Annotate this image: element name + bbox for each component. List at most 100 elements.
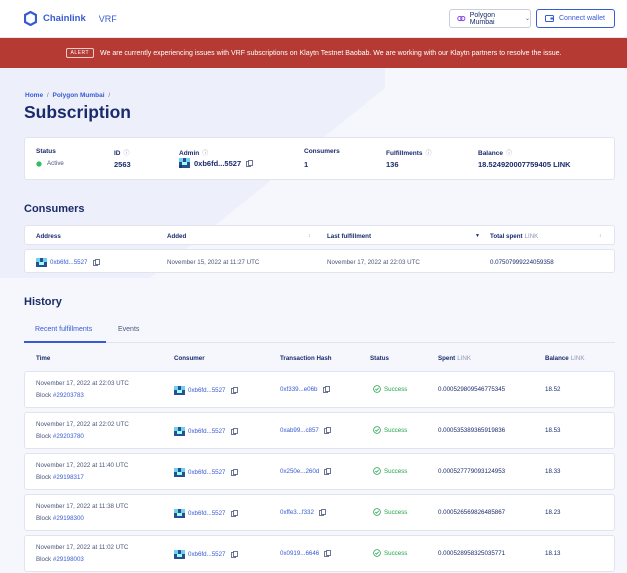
block-link[interactable]: #29198003	[52, 556, 84, 563]
status-badge: Success	[373, 508, 407, 516]
history-row: November 17, 2022 at 11:38 UTC Block #291…	[24, 494, 615, 531]
info-icon[interactable]: ⓘ	[202, 151, 209, 157]
sort-icon[interactable]: ↕	[308, 233, 311, 239]
connect-wallet-button[interactable]: Connect wallet	[536, 9, 615, 28]
fulfillment-block: Block #29198317	[36, 474, 84, 481]
copy-icon[interactable]	[246, 159, 254, 167]
fulfillment-block: Block #29203783	[36, 392, 84, 399]
admin-address-text: 0xb6fd...5527	[194, 158, 242, 168]
tab-events[interactable]: Events	[118, 326, 140, 333]
transaction-hash-text: 0xab99...c857	[280, 427, 319, 434]
chainlink-hex-icon	[24, 11, 37, 26]
info-icon[interactable]: ⓘ	[505, 151, 512, 157]
consumer-added: November 15, 2022 at 11:27 UTC	[167, 259, 260, 266]
alert-banner: ALERT We are currently experiencing issu…	[0, 38, 627, 68]
balance-value: 18.524920007759405 LINK	[478, 160, 571, 169]
address-avatar-icon	[174, 468, 185, 477]
consumer-address[interactable]: 0xb6fd...5527	[174, 550, 241, 559]
consumer-address[interactable]: 0xb6fd...5527	[174, 427, 241, 436]
fulfillment-spent: 0.000529809546775345	[438, 386, 506, 393]
fulfillment-balance: 18.53	[545, 427, 561, 434]
fulfillments-label: Fulfillments ⓘ	[386, 150, 432, 157]
transaction-hash-text: 0xf339...e06b	[280, 386, 318, 393]
history-row: November 17, 2022 at 11:02 UTC Block #291…	[24, 535, 615, 572]
active-dot-icon	[36, 160, 42, 167]
address-avatar-icon	[174, 427, 185, 436]
status-text: Success	[384, 549, 408, 557]
transaction-hash[interactable]: 0xab99...c857	[280, 427, 331, 434]
address-avatar-icon	[174, 550, 185, 559]
chainlink-logo[interactable]: Chainlink VRF	[24, 11, 117, 26]
transaction-hash-text: 0x0919...6646	[280, 550, 320, 557]
breadcrumb-home[interactable]: Home	[25, 92, 44, 99]
copy-icon[interactable]	[319, 509, 326, 516]
top-header: Chainlink VRF Polygon Mumbai ⌄ Connect w…	[0, 0, 627, 38]
breadcrumb-network[interactable]: Polygon Mumbai	[52, 92, 105, 99]
network-selector[interactable]: Polygon Mumbai ⌄	[449, 9, 531, 28]
consumer-address-text: 0xb6fd...5527	[188, 551, 226, 558]
consumer-row: 0xb6fd...5527 November 15, 2022 at 11:27…	[24, 249, 615, 273]
transaction-hash-text: 0xffe3...f332	[280, 509, 314, 516]
info-icon[interactable]: ⓘ	[425, 151, 432, 157]
fulfillment-block: Block #29203780	[36, 433, 84, 440]
consumer-address[interactable]: 0xb6fd...5527	[174, 468, 241, 477]
history-section-title: History	[24, 296, 62, 308]
transaction-hash-text: 0x250e...260d	[280, 468, 320, 475]
copy-icon[interactable]	[324, 468, 332, 475]
block-link[interactable]: #29198300	[52, 515, 84, 522]
chain-icon	[457, 15, 466, 22]
status-badge: Success	[373, 426, 407, 434]
copy-icon[interactable]	[323, 427, 331, 434]
col-spent: Spent LINK	[438, 355, 471, 362]
transaction-hash[interactable]: 0x0919...6646	[280, 550, 332, 557]
tab-recent-fulfillments[interactable]: Recent fulfillments	[35, 326, 93, 333]
copy-icon[interactable]	[230, 387, 238, 394]
consumer-address[interactable]: 0xb6fd...5527	[36, 258, 103, 267]
fulfillment-balance: 18.13	[545, 550, 561, 557]
brand-name: Chainlink	[43, 13, 86, 24]
copy-icon[interactable]	[230, 469, 238, 476]
col-time: Time	[36, 355, 51, 362]
col-status: Status	[370, 355, 389, 362]
fulfillment-balance: 18.52	[545, 386, 561, 393]
copy-icon[interactable]	[230, 428, 238, 435]
col-total-spent[interactable]: Total spent LINK	[490, 233, 539, 240]
block-link[interactable]: #29203780	[52, 433, 84, 440]
fulfillment-spent: 0.000528958325035771	[438, 550, 506, 557]
copy-icon[interactable]	[324, 550, 332, 557]
block-label: Block	[36, 392, 52, 399]
transaction-hash[interactable]: 0xf339...e06b	[280, 386, 330, 393]
history-row: November 17, 2022 at 22:03 UTC Block #292…	[24, 371, 615, 408]
transaction-hash[interactable]: 0xffe3...f332	[280, 509, 326, 516]
fulfillment-time: November 17, 2022 at 11:02 UTC	[36, 544, 129, 551]
breadcrumb-separator: /	[108, 92, 111, 99]
status-badge: Success	[373, 385, 407, 393]
copy-icon[interactable]	[230, 510, 238, 517]
admin-address[interactable]: 0xb6fd...5527	[179, 158, 254, 168]
consumer-address[interactable]: 0xb6fd...5527	[174, 509, 241, 518]
address-avatar-icon	[36, 258, 47, 267]
sort-desc-icon[interactable]: ▼	[475, 233, 480, 239]
fulfillment-time: November 17, 2022 at 11:40 UTC	[36, 462, 129, 469]
status-badge: Success	[373, 467, 407, 475]
fulfillments-value: 136	[386, 160, 399, 169]
col-last-fulfillment[interactable]: Last fulfillment	[327, 233, 372, 240]
status-label: Status	[36, 148, 56, 155]
id-label: ID ⓘ	[114, 150, 130, 157]
sort-icon[interactable]: ↕	[599, 233, 602, 239]
success-check-icon	[373, 549, 381, 557]
copy-icon[interactable]	[230, 551, 238, 558]
success-check-icon	[373, 385, 381, 393]
history-tabs: Recent fulfillments Events	[24, 321, 615, 343]
consumer-total-spent: 0.07507999224059358	[490, 259, 554, 266]
status-badge: Success	[373, 549, 407, 557]
consumer-address[interactable]: 0xb6fd...5527	[174, 386, 241, 395]
copy-icon[interactable]	[322, 386, 330, 393]
transaction-hash[interactable]: 0x250e...260d	[280, 468, 332, 475]
col-added[interactable]: Added	[167, 233, 187, 240]
copy-icon[interactable]	[92, 259, 100, 266]
fulfillment-time: November 17, 2022 at 11:38 UTC	[36, 503, 129, 510]
info-icon[interactable]: ⓘ	[123, 151, 130, 157]
block-link[interactable]: #29198317	[52, 474, 84, 481]
block-link[interactable]: #29203783	[52, 392, 84, 399]
